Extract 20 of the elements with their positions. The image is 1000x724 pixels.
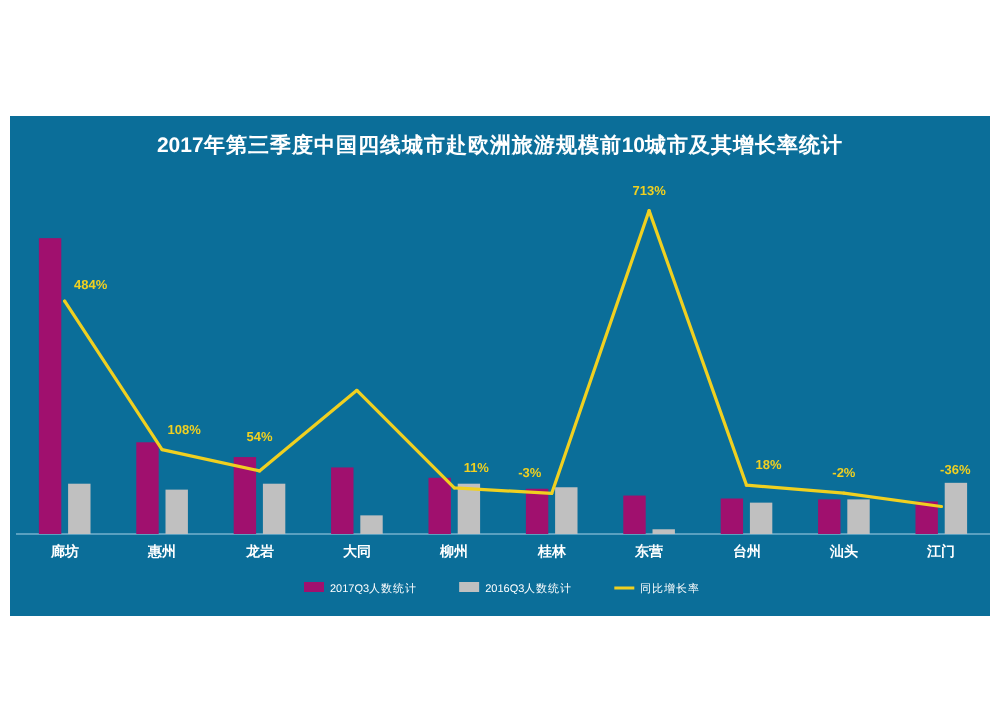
bar xyxy=(525,488,549,534)
bar xyxy=(749,502,773,534)
chart-title: 2017年第三季度中国四线城市赴欧洲旅游规模前10城市及其增长率统计 xyxy=(156,132,844,158)
bar xyxy=(136,442,159,534)
bar xyxy=(720,498,744,534)
bar xyxy=(457,483,481,534)
bar xyxy=(944,482,968,534)
bar xyxy=(331,467,354,534)
bar xyxy=(360,515,383,534)
bar xyxy=(262,483,286,534)
bar xyxy=(555,487,578,534)
bar xyxy=(428,477,451,534)
bar xyxy=(38,238,62,534)
bar xyxy=(623,495,646,534)
bar xyxy=(68,483,91,534)
bar xyxy=(233,457,257,534)
bar xyxy=(847,499,870,534)
bar xyxy=(915,501,938,534)
bar xyxy=(165,489,188,534)
bar xyxy=(818,499,841,534)
